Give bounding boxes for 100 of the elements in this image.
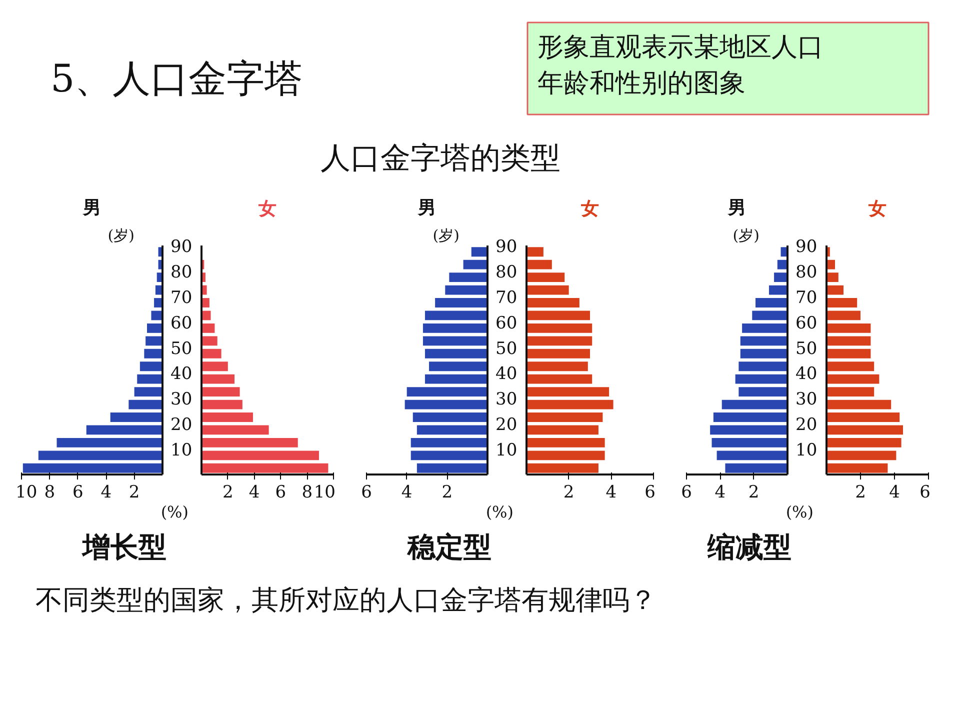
x-tick-label: 4 <box>714 482 726 502</box>
x-tick-label: 6 <box>361 482 372 502</box>
bar <box>422 336 488 346</box>
x-tick-label: 6 <box>681 482 692 502</box>
x-tick-label: 4 <box>606 482 617 502</box>
bar <box>740 348 788 358</box>
bar <box>202 412 253 422</box>
y-tick-label: 80 <box>170 262 192 282</box>
bar <box>406 387 488 397</box>
y-tick-label: 90 <box>170 237 192 257</box>
y-tick-label: 60 <box>170 313 192 334</box>
x-tick-label: 2 <box>442 482 453 502</box>
y-tick-label: 90 <box>796 237 818 257</box>
text: 女 <box>580 198 599 220</box>
y-tick-label: 50 <box>496 338 518 359</box>
bar <box>722 400 788 410</box>
bar <box>471 247 488 257</box>
y-tick-label: 60 <box>496 313 518 334</box>
y-axis-title: (岁) <box>432 226 460 244</box>
bar <box>710 425 788 435</box>
bar <box>137 374 162 384</box>
bar <box>740 336 788 346</box>
x-tick-label: 4 <box>889 482 900 502</box>
bar <box>424 310 488 320</box>
x-tick-label: 10 <box>314 482 336 502</box>
y-tick-label: 20 <box>796 415 818 436</box>
y-tick-label: 50 <box>170 338 192 359</box>
bar <box>445 285 488 295</box>
bar <box>774 272 788 282</box>
bar <box>202 425 269 435</box>
bar <box>412 412 488 422</box>
x-tick-label: 8 <box>44 482 56 502</box>
bar <box>56 438 162 448</box>
bar <box>463 260 488 270</box>
chart-title: 男 <box>82 198 101 218</box>
bar <box>144 348 162 358</box>
bar <box>128 400 162 410</box>
y-tick-label: 30 <box>170 390 192 410</box>
bar <box>422 323 488 333</box>
bar <box>449 272 488 282</box>
bar <box>410 438 488 448</box>
bar <box>738 362 788 372</box>
bar <box>725 463 788 473</box>
y-tick-label: 40 <box>796 364 818 384</box>
y-tick-label: 80 <box>496 262 518 282</box>
text: 人口金字塔的类型 <box>320 141 560 176</box>
text: 缩减型 <box>706 530 792 564</box>
y-tick-label: 10 <box>796 440 818 461</box>
x-axis-title: (%) <box>786 502 814 522</box>
y-tick-label: 70 <box>796 288 818 308</box>
x-tick-label: 2 <box>563 482 574 502</box>
bar <box>202 323 215 333</box>
bar <box>416 463 488 473</box>
bar <box>202 387 240 397</box>
y-tick-label: 40 <box>170 364 192 384</box>
x-tick-label: 2 <box>855 482 866 502</box>
y-tick-label: 70 <box>170 288 192 308</box>
x-tick-label: 6 <box>920 482 931 502</box>
bar <box>429 362 488 372</box>
bar <box>202 450 319 460</box>
bar <box>404 400 488 410</box>
x-tick-label: 2 <box>222 482 234 502</box>
y-tick-label: 30 <box>496 390 518 410</box>
bar <box>768 285 788 295</box>
bar <box>735 374 788 384</box>
bar <box>410 450 488 460</box>
bar <box>424 348 488 358</box>
bar <box>424 374 488 384</box>
y-axis-title: (岁) <box>108 226 135 244</box>
x-axis-title: (%) <box>486 502 514 522</box>
bar <box>202 336 218 346</box>
x-tick-label: 2 <box>748 482 760 502</box>
bar <box>22 463 162 473</box>
y-tick-label: 80 <box>796 262 818 282</box>
y-tick-label: 40 <box>496 364 518 384</box>
x-tick-label: 6 <box>72 482 84 502</box>
x-tick-label: 4 <box>248 482 260 502</box>
y-tick-label: 20 <box>496 415 518 436</box>
bar <box>38 450 162 460</box>
x-axis-title: (%) <box>160 502 188 522</box>
bar <box>202 374 234 384</box>
bar <box>777 260 788 270</box>
y-tick-label: 10 <box>496 440 518 461</box>
y-tick-label: 20 <box>170 415 192 436</box>
y-tick-label: 10 <box>170 440 192 461</box>
chart-title: 男 <box>417 198 436 218</box>
text: 稳定型 <box>406 530 492 564</box>
x-tick-label: 6 <box>275 482 286 502</box>
bar <box>202 362 228 372</box>
bar <box>716 450 788 460</box>
y-tick-label: 50 <box>796 338 818 359</box>
bar <box>140 362 162 372</box>
y-axis-title: (岁) <box>732 226 760 244</box>
text: 增长型 <box>80 530 166 564</box>
bar <box>752 310 788 320</box>
y-tick-label: 70 <box>496 288 518 308</box>
chart-title: 男 <box>727 198 746 218</box>
text: 女 <box>258 198 276 220</box>
x-tick-label: 6 <box>644 482 656 502</box>
y-tick-label: 90 <box>496 237 518 257</box>
